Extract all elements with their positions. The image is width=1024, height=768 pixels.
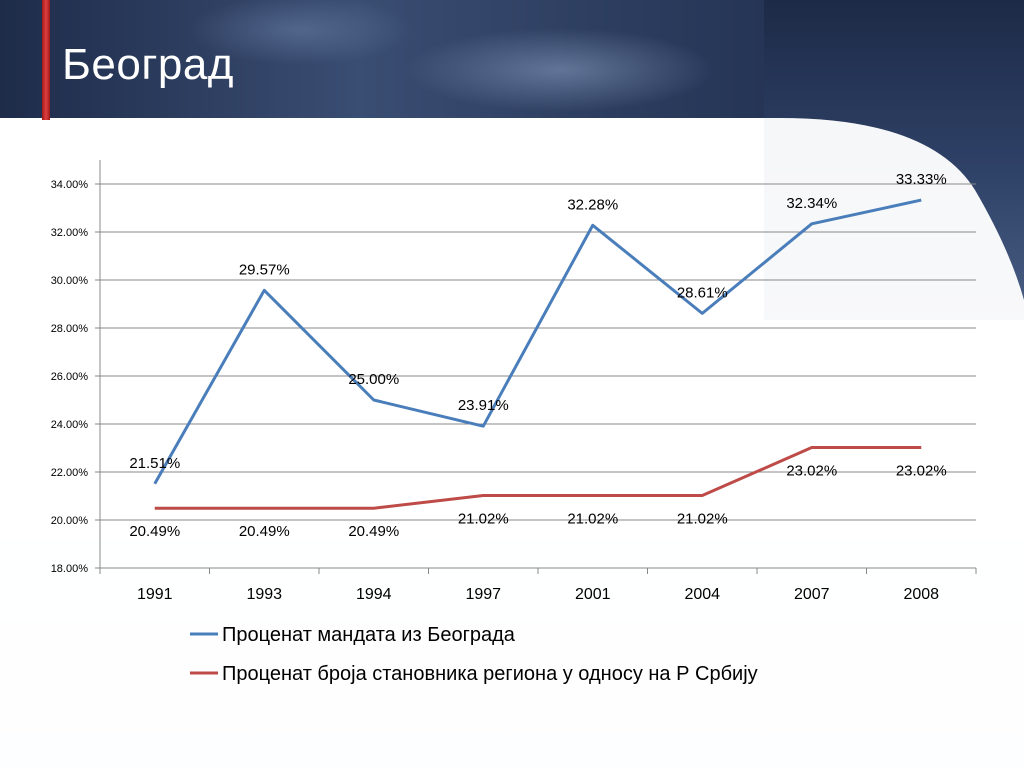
x-tick-label: 1997 (465, 586, 501, 603)
data-label-series-1: 29.57% (239, 261, 290, 278)
series-line-1 (153, 198, 922, 485)
slide-title: Београд (62, 40, 234, 89)
data-label-series-1: 21.51% (129, 455, 180, 472)
x-tick-label: 2008 (903, 586, 939, 603)
legend-label: Проценат броја становника региона у одно… (222, 663, 758, 685)
data-label-series-1: 33.33% (896, 171, 947, 188)
data-label-series-1: 32.28% (567, 196, 618, 213)
data-label-series-2: 20.49% (129, 523, 180, 540)
x-tick-label: 2004 (684, 586, 720, 603)
data-label-series-2: 21.02% (677, 511, 728, 528)
y-tick-label: 30.00% (51, 275, 89, 287)
series-lines (153, 198, 922, 510)
data-label-series-2: 21.02% (567, 511, 618, 528)
data-label-series-2: 20.49% (348, 523, 399, 540)
x-tick-label: 1993 (246, 586, 282, 603)
data-label-series-1: 28.61% (677, 284, 728, 301)
y-tick-label: 22.00% (51, 467, 89, 479)
data-label-series-1: 25.00% (348, 371, 399, 388)
x-tick-label: 2001 (575, 586, 611, 603)
legend-label: Проценат мандата из Београда (222, 624, 516, 646)
grid-lines (100, 183, 976, 569)
data-label-series-1: 23.91% (458, 397, 509, 414)
data-label-series-1: 32.34% (786, 195, 837, 212)
y-tick-label: 34.00% (51, 179, 89, 191)
title-accent-bar (42, 0, 50, 120)
data-label-series-2: 20.49% (239, 523, 290, 540)
y-tick-label: 26.00% (51, 371, 89, 383)
y-tick-label: 18.00% (51, 563, 89, 575)
series-line-2 (154, 446, 922, 510)
y-tick-label: 24.00% (51, 419, 89, 431)
x-tick-label: 1994 (356, 586, 392, 603)
x-tick-label: 2007 (794, 586, 830, 603)
legend: Проценат мандата из Београда Проценат бро… (190, 624, 758, 685)
data-label-series-2: 21.02% (458, 511, 509, 528)
data-label-series-2: 23.02% (786, 463, 837, 480)
data-label-series-2: 23.02% (896, 463, 947, 480)
axes: 18.00% 20.00% 22.00% 24.00% 26.00% 28.00% 30.0… (51, 160, 977, 603)
data-labels: 21.51% 29.57% 25.00% 23.91% 32.28% 28.61% 32.3… (129, 171, 946, 540)
y-tick-label: 32.00% (51, 227, 89, 239)
x-tick-label: 1991 (137, 586, 173, 603)
y-tick-label: 28.00% (51, 323, 89, 335)
y-tick-label: 20.00% (51, 515, 89, 527)
